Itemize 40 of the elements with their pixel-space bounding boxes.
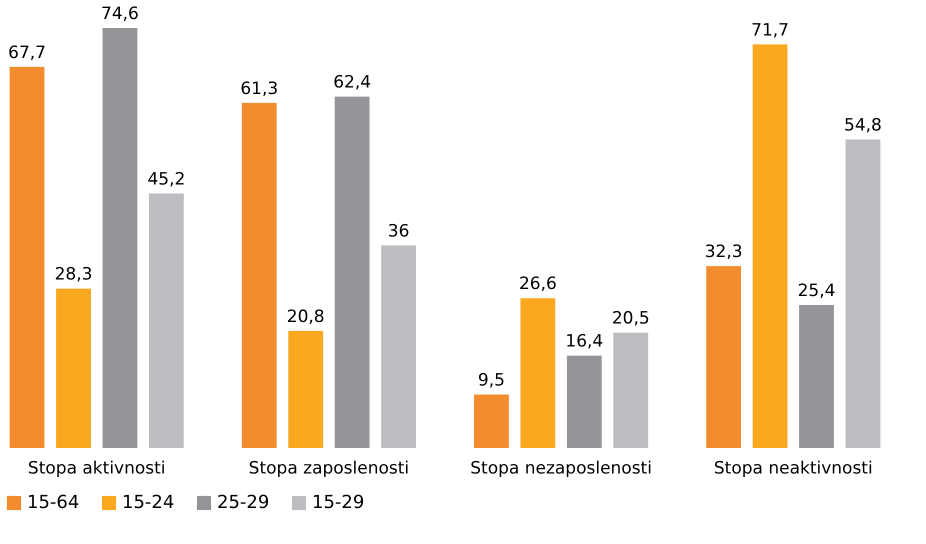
bar: [474, 394, 509, 448]
data-label: 9,5: [478, 370, 505, 391]
bar: [334, 96, 370, 448]
data-label: 74,6: [101, 4, 139, 24]
legend-label: 15-29: [312, 492, 364, 513]
data-label: 67,7: [8, 42, 46, 63]
x-tick-label: Stopa zaposlenosti: [248, 458, 410, 478]
data-label: 20,5: [612, 308, 650, 329]
bar: [242, 102, 277, 448]
bar: [288, 330, 324, 448]
data-label: 54,8: [844, 115, 882, 136]
bar: [56, 288, 91, 448]
bar: [520, 298, 556, 448]
bar: [613, 332, 648, 448]
x-tick-label: Stopa aktivnosti: [28, 458, 166, 478]
data-label: 45,2: [147, 170, 186, 190]
bar: [706, 266, 742, 448]
bar: [381, 245, 416, 448]
data-label: 62,4: [333, 72, 372, 93]
data-label: 25,4: [798, 280, 836, 301]
bar: [566, 356, 602, 448]
data-label: 28,3: [54, 264, 92, 285]
data-label: 36: [388, 221, 410, 242]
bar: [148, 194, 184, 448]
bar: [846, 139, 880, 448]
bar: [799, 304, 834, 448]
legend-label: 15-64: [27, 492, 80, 513]
x-tick-label: Stopa nezaposlenosti: [470, 458, 652, 478]
data-label: 20,8: [286, 306, 325, 327]
bar: [10, 66, 44, 448]
x-tick-label: Stopa neaktivnosti: [714, 458, 873, 478]
data-label: 61,3: [240, 78, 278, 99]
bar: [752, 44, 788, 448]
bar: [102, 28, 138, 448]
data-label: 16,4: [565, 332, 604, 352]
legend-label: 15-24: [122, 492, 174, 513]
data-label: 71,7: [751, 20, 789, 40]
data-label: 32,3: [704, 242, 743, 262]
legend-label: 25-29: [217, 492, 270, 513]
data-label: 26,6: [518, 274, 557, 294]
